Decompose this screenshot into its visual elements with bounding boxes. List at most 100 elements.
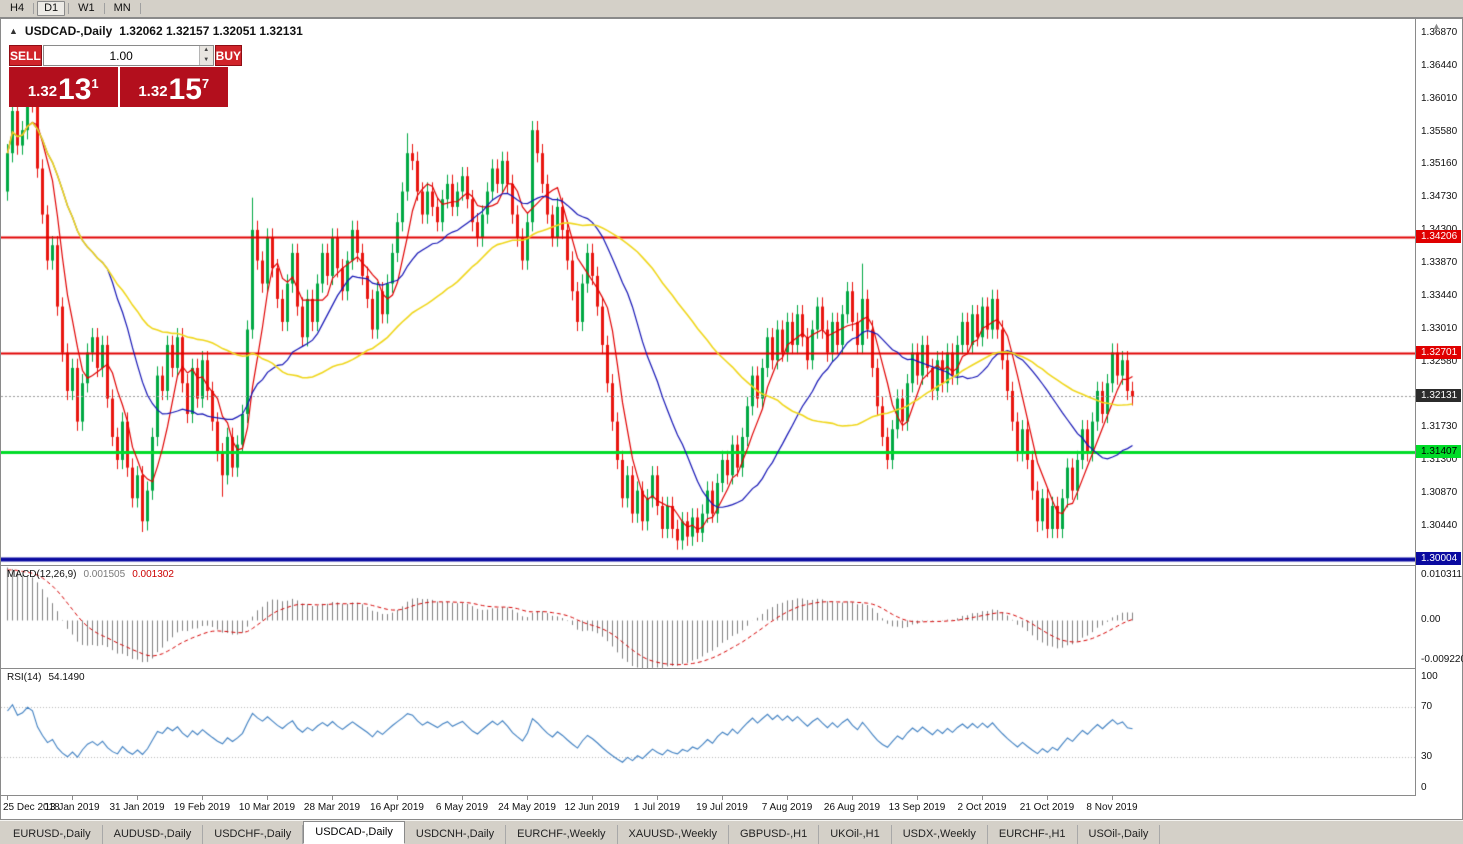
one-click-collapse-ic icon[interactable]: ▲ — [9, 26, 18, 36]
price-scale-tick: 1.35160 — [1421, 157, 1458, 169]
time-scale-tick — [137, 796, 138, 800]
sell-price-base: 1.32 — [27, 83, 58, 100]
chart-tab-usdchf-daily[interactable]: USDCHF-,Daily — [203, 825, 304, 844]
price-level-badge: 1.34206 — [1416, 230, 1461, 244]
toolbar-separator — [68, 3, 70, 14]
price-level-badge: 1.32131 — [1416, 389, 1461, 403]
time-scale-label: 13 Jan 2019 — [44, 802, 100, 813]
pane-splitter[interactable] — [1, 565, 1462, 566]
chart-tab-audusd-daily[interactable]: AUDUSD-,Daily — [103, 825, 204, 844]
chart-tab-eurchf-h1[interactable]: EURCHF-,H1 — [988, 825, 1078, 844]
volume-up-icon[interactable]: ▲ — [199, 46, 213, 56]
chart-tab-usoil-daily[interactable]: USOil-,Daily — [1078, 825, 1161, 844]
toolbar-separator — [139, 3, 141, 14]
time-scale-label: 28 Mar 2019 — [303, 802, 361, 813]
time-scale-label: 13 Sep 2019 — [888, 802, 946, 813]
chart-tab-xauusd-weekly[interactable]: XAUUSD-,Weekly — [618, 825, 729, 844]
macd-main-value: 0.001505 — [83, 569, 126, 580]
chart-tab-usdx-weekly[interactable]: USDX-,Weekly — [892, 825, 988, 844]
time-scale-label: 8 Nov 2019 — [1086, 802, 1138, 813]
price-scale-tick: 1.31300 — [1421, 453, 1458, 465]
timeframe-button-h4[interactable]: H4 — [10, 2, 25, 14]
pane-splitter[interactable] — [1, 795, 1462, 796]
time-scale-tick — [202, 796, 203, 800]
rsi-value: 54.1490 — [48, 672, 85, 683]
one-click-top-row: SELL ▲ ▼ BUY — [9, 45, 243, 66]
buy-price[interactable]: 1.32 15 7 — [119, 67, 228, 107]
rsi-name: RSI(14) — [7, 672, 42, 683]
time-scale-tick — [722, 796, 723, 800]
volume-down-icon[interactable]: ▼ — [199, 55, 213, 65]
time-scale-label: 6 May 2019 — [435, 802, 489, 813]
time-scale-label: 25 Dec 2018 — [3, 802, 60, 813]
price-scale-tick: 1.33010 — [1421, 322, 1458, 334]
toolbar-separator — [103, 3, 105, 14]
chart-tab-gbpusd-h1[interactable]: GBPUSD-,H1 — [729, 825, 820, 844]
rsi-pane-canvas[interactable] — [1, 669, 1415, 795]
price-level-badge: 1.32701 — [1416, 345, 1461, 359]
rsi-scale-label: 0 — [1421, 782, 1427, 793]
time-scale-label: 2 Oct 2019 — [957, 802, 1007, 813]
sell-button[interactable]: SELL — [9, 45, 42, 66]
toolbar-separator — [33, 3, 35, 14]
time-scale-tick — [1112, 796, 1113, 800]
timeframe-toolbar: H4 D1 W1 MN — [0, 0, 1463, 18]
price-scale[interactable]: 1.36870 1.36440 1.36010 1.35580 1.35160 1.347… — [1416, 19, 1463, 796]
volume-input[interactable] — [43, 46, 199, 65]
rsi-scale-label: 70 — [1421, 700, 1433, 712]
time-scale-tick — [72, 796, 73, 800]
time-scale-tick — [7, 796, 8, 800]
time-scale-label: 21 Oct 2019 — [1019, 802, 1075, 813]
volume-field[interactable]: ▲ ▼ — [42, 45, 214, 66]
time-scale-label: 1 Jul 2019 — [633, 802, 681, 813]
time-scale-tick — [332, 796, 333, 800]
macd-signal-value: 0.001302 — [132, 569, 174, 580]
chart-tab-ukoil-h1[interactable]: UKOil-,H1 — [819, 825, 892, 844]
time-scale-label: 10 Mar 2019 — [238, 802, 296, 813]
pane-splitter[interactable] — [1, 668, 1462, 669]
price-scale-tick: 1.36440 — [1421, 59, 1458, 71]
scale-divider — [1415, 19, 1416, 796]
rsi-indicator-label: RSI(14) 54.1490 — [7, 672, 85, 683]
macd-pane-canvas[interactable] — [1, 566, 1415, 668]
price-level-badge: 1.30004 — [1416, 552, 1461, 566]
volume-stepper: ▲ ▼ — [198, 46, 213, 65]
macd-indicator-label: MACD(12,26,9) 0.001505 0.001302 — [7, 569, 174, 580]
time-scale-label: 7 Aug 2019 — [761, 802, 813, 813]
price-scale-tick: 1.34730 — [1421, 190, 1458, 202]
time-scale-tick — [267, 796, 268, 800]
price-scale-tick: 1.34300 — [1421, 224, 1457, 236]
price-chart-canvas[interactable] — [1, 19, 1415, 565]
chart-symbol-title: USDCAD-,Daily — [24, 24, 113, 38]
time-scale-label: 24 May 2019 — [498, 802, 556, 813]
buy-button[interactable]: BUY — [214, 45, 243, 66]
macd-scale-label: -0.0092203 — [1421, 654, 1463, 665]
timeframe-button-d1[interactable]: D1 — [37, 1, 66, 16]
sell-price[interactable]: 1.32 13 1 — [9, 67, 118, 107]
price-scale-tick: 1.35580 — [1421, 125, 1458, 137]
macd-name: MACD(12,26,9) — [7, 569, 77, 580]
time-scale-tick — [527, 796, 528, 800]
time-scale[interactable]: 25 Dec 2018 13 Jan 2019 31 Jan 2019 19 Feb … — [1, 796, 1415, 819]
one-click-trading-panel: SELL ▲ ▼ BUY 1.32131 1.32157 — [9, 45, 243, 107]
time-scale-label: 19 Feb 2019 — [173, 802, 231, 813]
time-scale-tick — [592, 796, 593, 800]
buy-price-base: 1.32 — [138, 83, 168, 100]
timeframe-button-mn[interactable]: MN — [113, 2, 131, 14]
buy-price-point: 7 — [201, 76, 210, 91]
macd-scale-label: 0.010311 — [1421, 569, 1462, 580]
time-scale-tick — [1047, 796, 1048, 800]
chart-tab-eurchf-weekly[interactable]: EURCHF-,Weekly — [506, 825, 618, 844]
buy-price-pips: 15 — [168, 73, 202, 106]
price-level-badge: 1.31407 — [1416, 444, 1461, 458]
chart-tab-usdcad-daily[interactable]: USDCAD-,Daily — [303, 821, 405, 844]
time-scale-tick — [982, 796, 983, 800]
chart-tab-usdcnh-daily[interactable]: USDCNH-,Daily — [405, 825, 507, 844]
chart-title: ▲ USDCAD-,Daily 1.32062 1.32157 1.32051 … — [9, 24, 303, 38]
chart-ohlc-readout: 1.32062 1.32157 1.32051 1.32131 — [119, 24, 303, 38]
chart-tab-eurusd-daily[interactable]: EURUSD-,Daily — [2, 825, 103, 844]
price-scale-tick: 1.31730 — [1421, 420, 1458, 432]
timeframe-button-w1[interactable]: W1 — [78, 2, 95, 14]
scale-arrow-icon: ▲ — [1432, 21, 1441, 31]
time-scale-tick — [787, 796, 788, 800]
